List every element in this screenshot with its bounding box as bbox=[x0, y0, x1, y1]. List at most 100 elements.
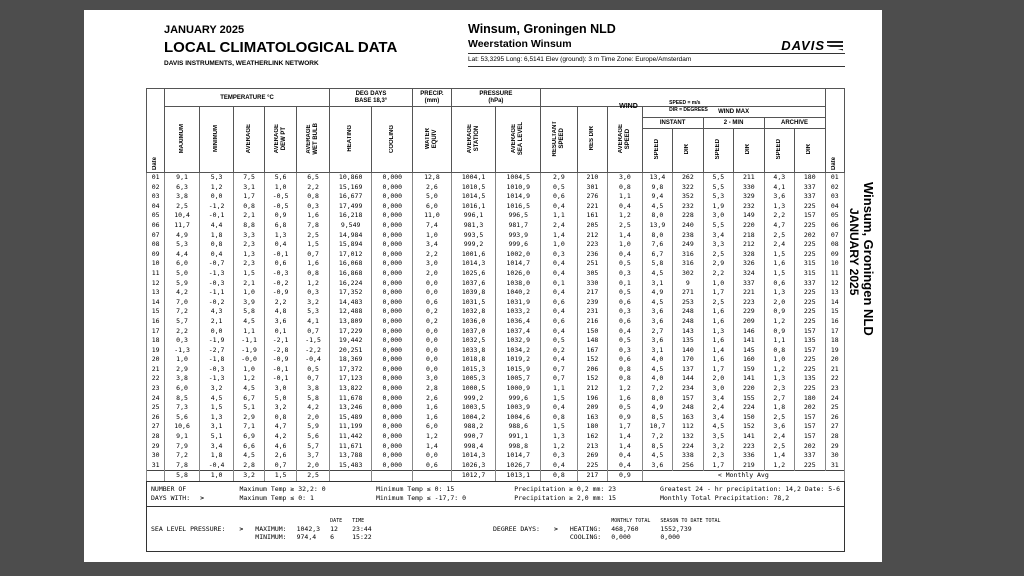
cell: 221 bbox=[576, 201, 609, 212]
cell: 3,6 bbox=[763, 422, 796, 433]
table-row: MONTHLY TOTAL SEASON TO DATE TOTAL bbox=[570, 518, 731, 525]
cell: 180 bbox=[576, 422, 609, 433]
cell: 225 bbox=[794, 364, 826, 375]
cell: 0,3 bbox=[296, 201, 330, 212]
cell: 8,5 bbox=[164, 393, 200, 404]
pressure-degree-days-box: SEA LEVEL PRESSURE: > DATE TIME MAXIMUM:… bbox=[146, 506, 845, 552]
days-label-line2: DAYS WITH: > bbox=[151, 494, 240, 503]
stat-line: Maximum Temp ≤ 0: 1 bbox=[239, 494, 314, 502]
arrow-glyph: > bbox=[200, 494, 205, 502]
cell: 4,3 bbox=[198, 307, 235, 317]
cell: 2,6 bbox=[412, 393, 452, 404]
cell: 06 bbox=[824, 220, 845, 231]
cell: 3,2 bbox=[233, 470, 265, 482]
cell: 11,0 bbox=[412, 211, 452, 221]
cell: 31 bbox=[824, 460, 845, 471]
cell: 0,4 bbox=[198, 249, 235, 260]
cell: 4,6 bbox=[263, 441, 298, 452]
report-page: Winsum, Groningen NLD JANUARY 2025 JANUA… bbox=[84, 10, 882, 562]
cell: 0,000 bbox=[371, 249, 414, 260]
cell: 7,8 bbox=[164, 460, 200, 471]
col-header-date-left: Date bbox=[145, 88, 166, 173]
cell: 12 bbox=[824, 278, 845, 289]
cell: 3,6 bbox=[641, 336, 674, 346]
cell bbox=[145, 470, 166, 482]
cell: 205 bbox=[576, 220, 609, 231]
col-header-instant-speed: SPEED bbox=[641, 128, 674, 173]
cell: -1,8 bbox=[198, 355, 235, 365]
cell: 262 bbox=[672, 172, 704, 183]
cell: 0,0 bbox=[198, 326, 235, 337]
col-header-2min-dir: DIR bbox=[733, 128, 765, 173]
cell: 1005,3 bbox=[450, 374, 497, 385]
cell: 0,1 bbox=[540, 278, 578, 289]
cell: 305 bbox=[576, 268, 609, 279]
cell: 15,894 bbox=[328, 240, 373, 250]
col-header-archive-dir: DIR bbox=[794, 128, 826, 173]
cell: 1010,5 bbox=[450, 182, 497, 193]
days-label-line1: NUMBER OF bbox=[151, 485, 187, 493]
cell: 1000,5 bbox=[450, 384, 497, 394]
cell: 1014,7 bbox=[495, 259, 542, 269]
cell: 7,0 bbox=[164, 297, 200, 308]
days-summary-label: NUMBER OF DAYS WITH: > bbox=[151, 485, 240, 503]
cell: 1,6 bbox=[702, 316, 735, 327]
cell: 1,1 bbox=[540, 211, 578, 221]
cell: 0,6 bbox=[412, 297, 452, 308]
cell: 993,9 bbox=[495, 230, 542, 241]
cell: 231 bbox=[576, 307, 609, 317]
cell: 0,000 bbox=[371, 220, 414, 231]
cell: 1026,3 bbox=[450, 460, 497, 471]
cell: -0,1 bbox=[263, 374, 298, 385]
cell: 5,6 bbox=[296, 432, 330, 442]
cell: 146 bbox=[733, 326, 765, 337]
cell: 0,3 bbox=[607, 268, 643, 279]
resultant-speed-label: RESULTANT SPEED bbox=[551, 120, 565, 157]
cell: 5,7 bbox=[296, 441, 330, 452]
group-deg-days: DEG DAYS BASE 18,3° bbox=[328, 88, 414, 107]
cell: 3,1 bbox=[233, 182, 265, 193]
cell: 0,4 bbox=[263, 240, 298, 250]
cell: 1019,2 bbox=[495, 355, 542, 365]
report-month: JANUARY 2025 bbox=[164, 24, 245, 36]
cell: 4,2 bbox=[296, 403, 330, 413]
cell: 21 bbox=[145, 364, 166, 375]
cell: 1012,7 bbox=[450, 470, 497, 482]
res-dir-label: RES DIR bbox=[588, 126, 595, 151]
cell: 991,1 bbox=[495, 432, 542, 442]
cell: 1037,6 bbox=[450, 278, 497, 289]
report-subtitle: DAVIS INSTRUMENTS, WEATHERLINK NETWORK bbox=[164, 60, 319, 67]
col-header-water-equiv: WATER EQUIV bbox=[412, 106, 452, 173]
cell: 228 bbox=[672, 211, 704, 221]
cell: 0,7 bbox=[263, 460, 298, 471]
slp-mini-table: DATE TIME MAXIMUM: 1042,3 12 23:44 MINIM… bbox=[255, 518, 381, 541]
cell: 3,2 bbox=[198, 384, 235, 394]
cell: 2,1 bbox=[233, 211, 265, 221]
cell: -1,5 bbox=[296, 336, 330, 346]
cell: 3,7 bbox=[296, 451, 330, 461]
cell: 1014,3 bbox=[450, 451, 497, 461]
col-header-avg-station: AVERAGE STATION bbox=[450, 106, 497, 173]
cell: 4,2 bbox=[263, 432, 298, 442]
cell: 0,000 bbox=[371, 192, 414, 202]
cell: 1,2 bbox=[540, 441, 578, 452]
cell: 220 bbox=[733, 384, 765, 394]
station-name: Weerstation Winsum bbox=[468, 38, 845, 54]
cell: 13,4 bbox=[641, 172, 674, 183]
stat-line: Minimum Temp ≤ -17,7: 0 bbox=[375, 494, 466, 502]
cell: 24 bbox=[145, 393, 166, 404]
cell: 0,4 bbox=[607, 326, 643, 337]
speed-label: SPEED bbox=[714, 139, 721, 160]
cell: 0,000 bbox=[371, 307, 414, 317]
cell: 16,068 bbox=[328, 259, 373, 269]
cell: 2,5 bbox=[763, 230, 796, 241]
table-row: 06 11,7 4,4 8,8 6,8 7,8 9,549 0,000 7,4 981,3 981,… bbox=[145, 220, 845, 231]
cell: 13,9 bbox=[641, 220, 674, 231]
cell: 1,0 bbox=[233, 364, 265, 375]
cell: 2,0 bbox=[412, 268, 452, 279]
cell: 337 bbox=[794, 278, 826, 289]
cell: 11,678 bbox=[328, 393, 373, 404]
days-col-mintemp: Minimum Temp ≤ 0: 15 Minimum Temp ≤ -17,… bbox=[376, 485, 514, 503]
cell: 17,372 bbox=[328, 364, 373, 375]
cell: 5,5 bbox=[702, 172, 735, 183]
